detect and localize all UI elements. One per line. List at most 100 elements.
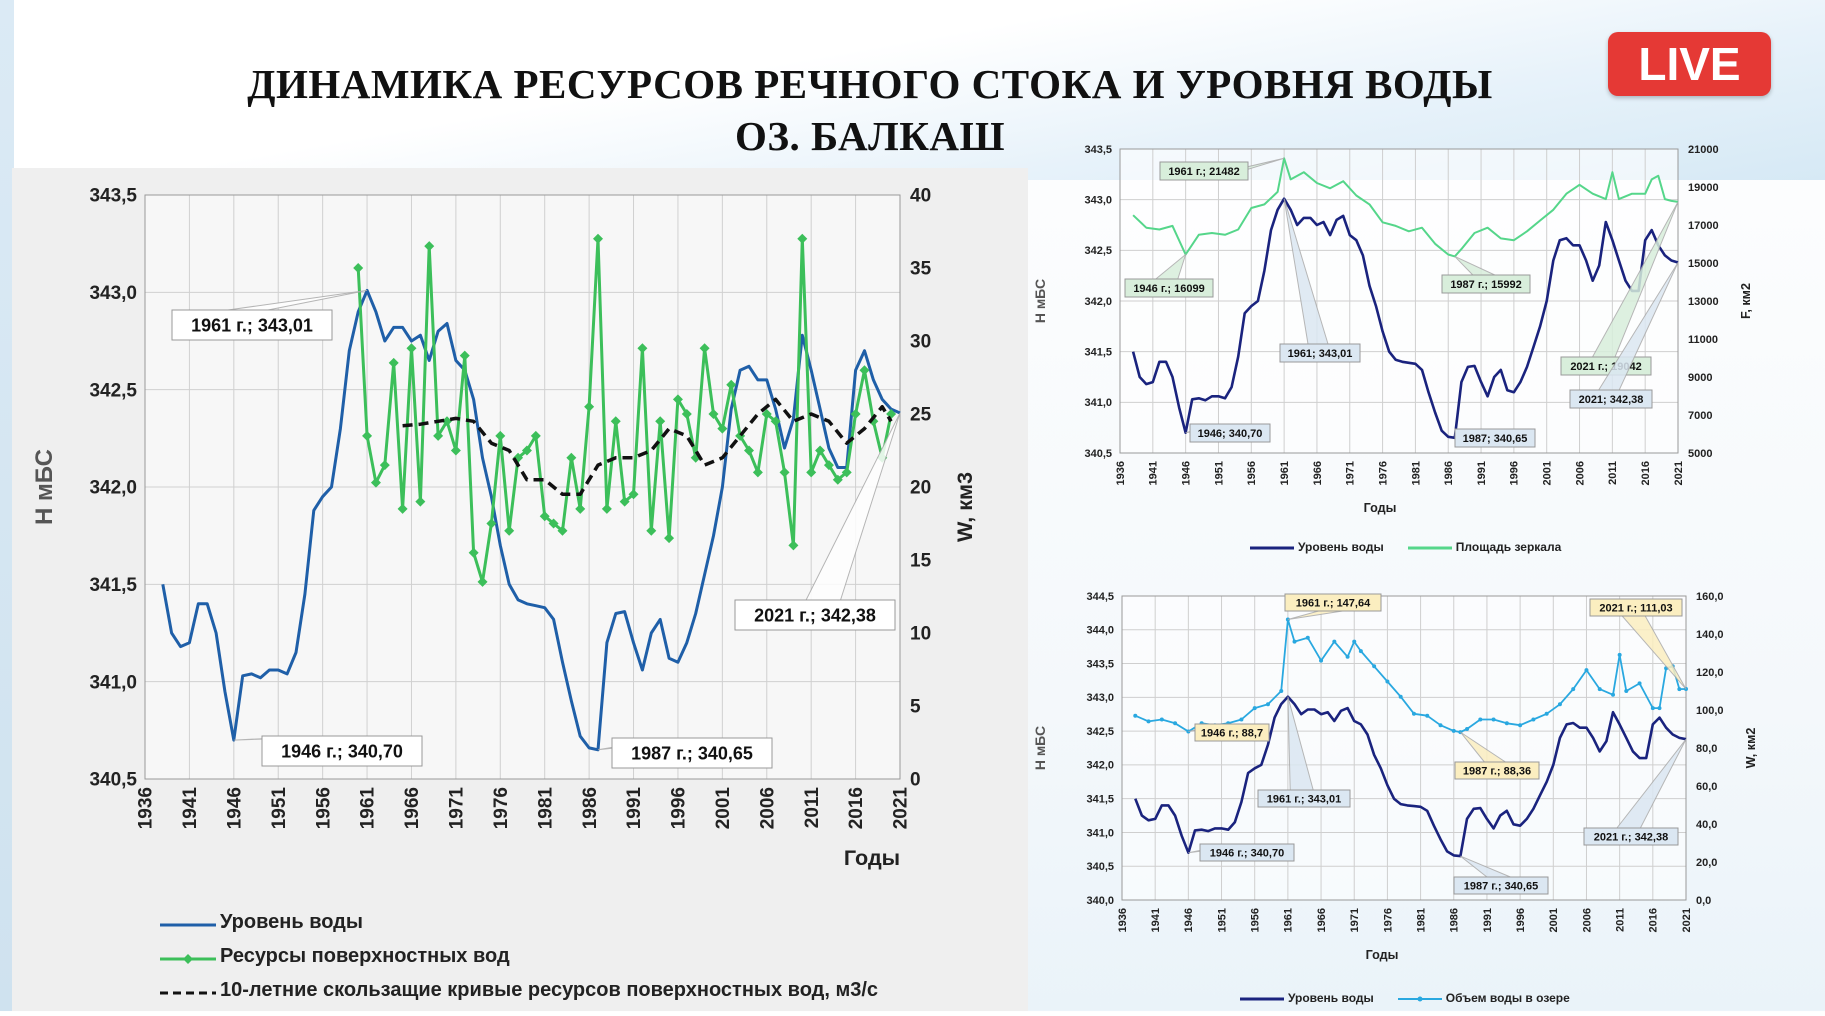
data-point bbox=[468, 547, 479, 558]
data-point bbox=[681, 409, 692, 419]
data-point bbox=[1173, 721, 1178, 726]
data-point bbox=[1133, 713, 1138, 718]
callout-label: 1961 г.; 21482 bbox=[1168, 166, 1239, 178]
y2-tick-label: 30 bbox=[910, 332, 931, 353]
data-point bbox=[566, 452, 577, 463]
data-point bbox=[1611, 692, 1616, 697]
data-point bbox=[1584, 668, 1589, 673]
callout-label: 1961 г.; 147,64 bbox=[1296, 597, 1371, 609]
y-tick-label: 343,5 bbox=[89, 186, 137, 207]
x-tick-label: 1996 bbox=[1509, 461, 1521, 485]
data-point bbox=[548, 518, 559, 529]
data-point bbox=[1332, 639, 1337, 644]
data-point bbox=[1292, 639, 1297, 644]
data-point bbox=[1677, 687, 1682, 692]
y-tick-label: 343,5 bbox=[1084, 144, 1112, 156]
data-point bbox=[664, 533, 675, 544]
legend-label-level: Уровень воды bbox=[220, 910, 363, 933]
y-tick-label: 342,5 bbox=[1084, 245, 1112, 257]
data-point bbox=[1491, 717, 1496, 722]
data-point bbox=[646, 525, 657, 536]
callout-box bbox=[1159, 161, 1249, 181]
data-point bbox=[370, 477, 381, 488]
x-axis-label: Годы bbox=[1366, 948, 1399, 962]
x-tick-label: 1991 bbox=[624, 787, 645, 830]
data-point bbox=[717, 423, 728, 434]
callout-label: 2021 г.; 342,38 bbox=[1594, 831, 1668, 843]
y2-tick-label: 21000 bbox=[1688, 144, 1719, 156]
y-axis-label: Н мБС bbox=[1032, 279, 1048, 323]
x-tick-label: 2021 bbox=[1681, 908, 1693, 932]
callout-label: 1961 г.; 343,01 bbox=[191, 315, 313, 335]
callout-label: 1987 г.; 88,36 bbox=[1463, 765, 1531, 777]
data-point bbox=[823, 460, 834, 471]
data-point bbox=[1518, 723, 1523, 728]
x-tick-label: 1996 bbox=[669, 787, 690, 829]
callout-label: 1987 г.; 340,65 bbox=[1464, 880, 1538, 892]
callout-box bbox=[1284, 593, 1382, 612]
y-tick-label: 342,5 bbox=[89, 380, 137, 401]
x-tick-label: 2006 bbox=[1581, 908, 1593, 932]
callout-box bbox=[1589, 598, 1683, 617]
y2-tick-label: 25 bbox=[910, 405, 932, 426]
data-point bbox=[1305, 635, 1310, 640]
data-point bbox=[672, 394, 683, 405]
y2-tick-label: 10 bbox=[910, 624, 931, 645]
y-tick-label: 341,0 bbox=[1084, 397, 1112, 409]
x-tick-label: 2011 bbox=[1614, 908, 1626, 932]
legend-item-resources: Ресурсы поверхностных вод bbox=[160, 939, 878, 973]
data-point bbox=[655, 416, 666, 427]
data-point bbox=[699, 343, 710, 354]
x-tick-label: 1976 bbox=[1377, 461, 1389, 485]
y-tick-label: 341,0 bbox=[1086, 827, 1114, 839]
callout-label: 1946 г.; 88,7 bbox=[1201, 727, 1263, 739]
callout-box bbox=[1199, 843, 1295, 862]
callout-label: 1987; 340,65 bbox=[1463, 433, 1528, 445]
x-tick-label: 2001 bbox=[713, 787, 734, 830]
series-line-0 bbox=[1131, 197, 1679, 440]
x-tick-label: 1946 bbox=[1183, 908, 1195, 932]
data-point bbox=[752, 467, 763, 478]
left-decor-band bbox=[0, 0, 14, 1011]
data-point bbox=[1597, 687, 1602, 692]
y2-tick-label: 40,0 bbox=[1696, 819, 1717, 831]
x-tick-label: 1956 bbox=[1250, 908, 1262, 932]
data-point bbox=[859, 365, 870, 376]
data-point bbox=[1637, 681, 1642, 686]
x-tick-label: 2016 bbox=[1648, 908, 1660, 932]
data-point bbox=[575, 503, 586, 514]
y-tick-label: 341,5 bbox=[1086, 794, 1114, 806]
data-point bbox=[770, 416, 781, 427]
data-point bbox=[557, 525, 568, 536]
y2-tick-label: 0,0 bbox=[1696, 895, 1711, 907]
y2-tick-label: 7000 bbox=[1688, 410, 1712, 422]
y2-tick-label: 160,0 bbox=[1696, 591, 1724, 603]
x-tick-label: 2021 bbox=[1673, 461, 1685, 485]
callout-box bbox=[1454, 428, 1536, 448]
y2-tick-label: 0 bbox=[910, 770, 921, 791]
x-tick-label: 1991 bbox=[1476, 461, 1488, 485]
legend-label-resources: Ресурсы поверхностных вод bbox=[220, 944, 510, 967]
x-tick-label: 1966 bbox=[402, 787, 423, 829]
plot-border bbox=[1121, 595, 1687, 901]
x-tick-label: 1946 bbox=[1180, 461, 1192, 485]
x-tick-label: 1961 bbox=[358, 787, 379, 830]
data-point bbox=[450, 445, 461, 456]
x-tick-label: 1971 bbox=[447, 787, 468, 830]
legend-swatch-level bbox=[160, 915, 216, 929]
data-point bbox=[744, 445, 754, 456]
y2-tick-label: 20 bbox=[910, 478, 931, 499]
y2-tick-label: 120,0 bbox=[1696, 667, 1724, 679]
legend-label-tr-level: Уровень воды bbox=[1298, 540, 1384, 554]
data-point bbox=[1571, 687, 1576, 692]
x-tick-label: 1996 bbox=[1515, 908, 1527, 932]
x-tick-label: 1936 bbox=[136, 787, 157, 829]
data-point bbox=[521, 445, 532, 456]
data-point bbox=[1279, 689, 1284, 693]
callout-box bbox=[1454, 761, 1540, 780]
legend-swatch-tr-level bbox=[1250, 542, 1294, 552]
plot-border bbox=[1119, 148, 1679, 454]
data-point bbox=[779, 467, 790, 478]
x-tick-label: 1946 bbox=[224, 787, 245, 829]
title-line-1: ДИНАМИКА РЕСУРСОВ РЕЧНОГО СТОКА И УРОВНЯ… bbox=[247, 61, 1493, 107]
